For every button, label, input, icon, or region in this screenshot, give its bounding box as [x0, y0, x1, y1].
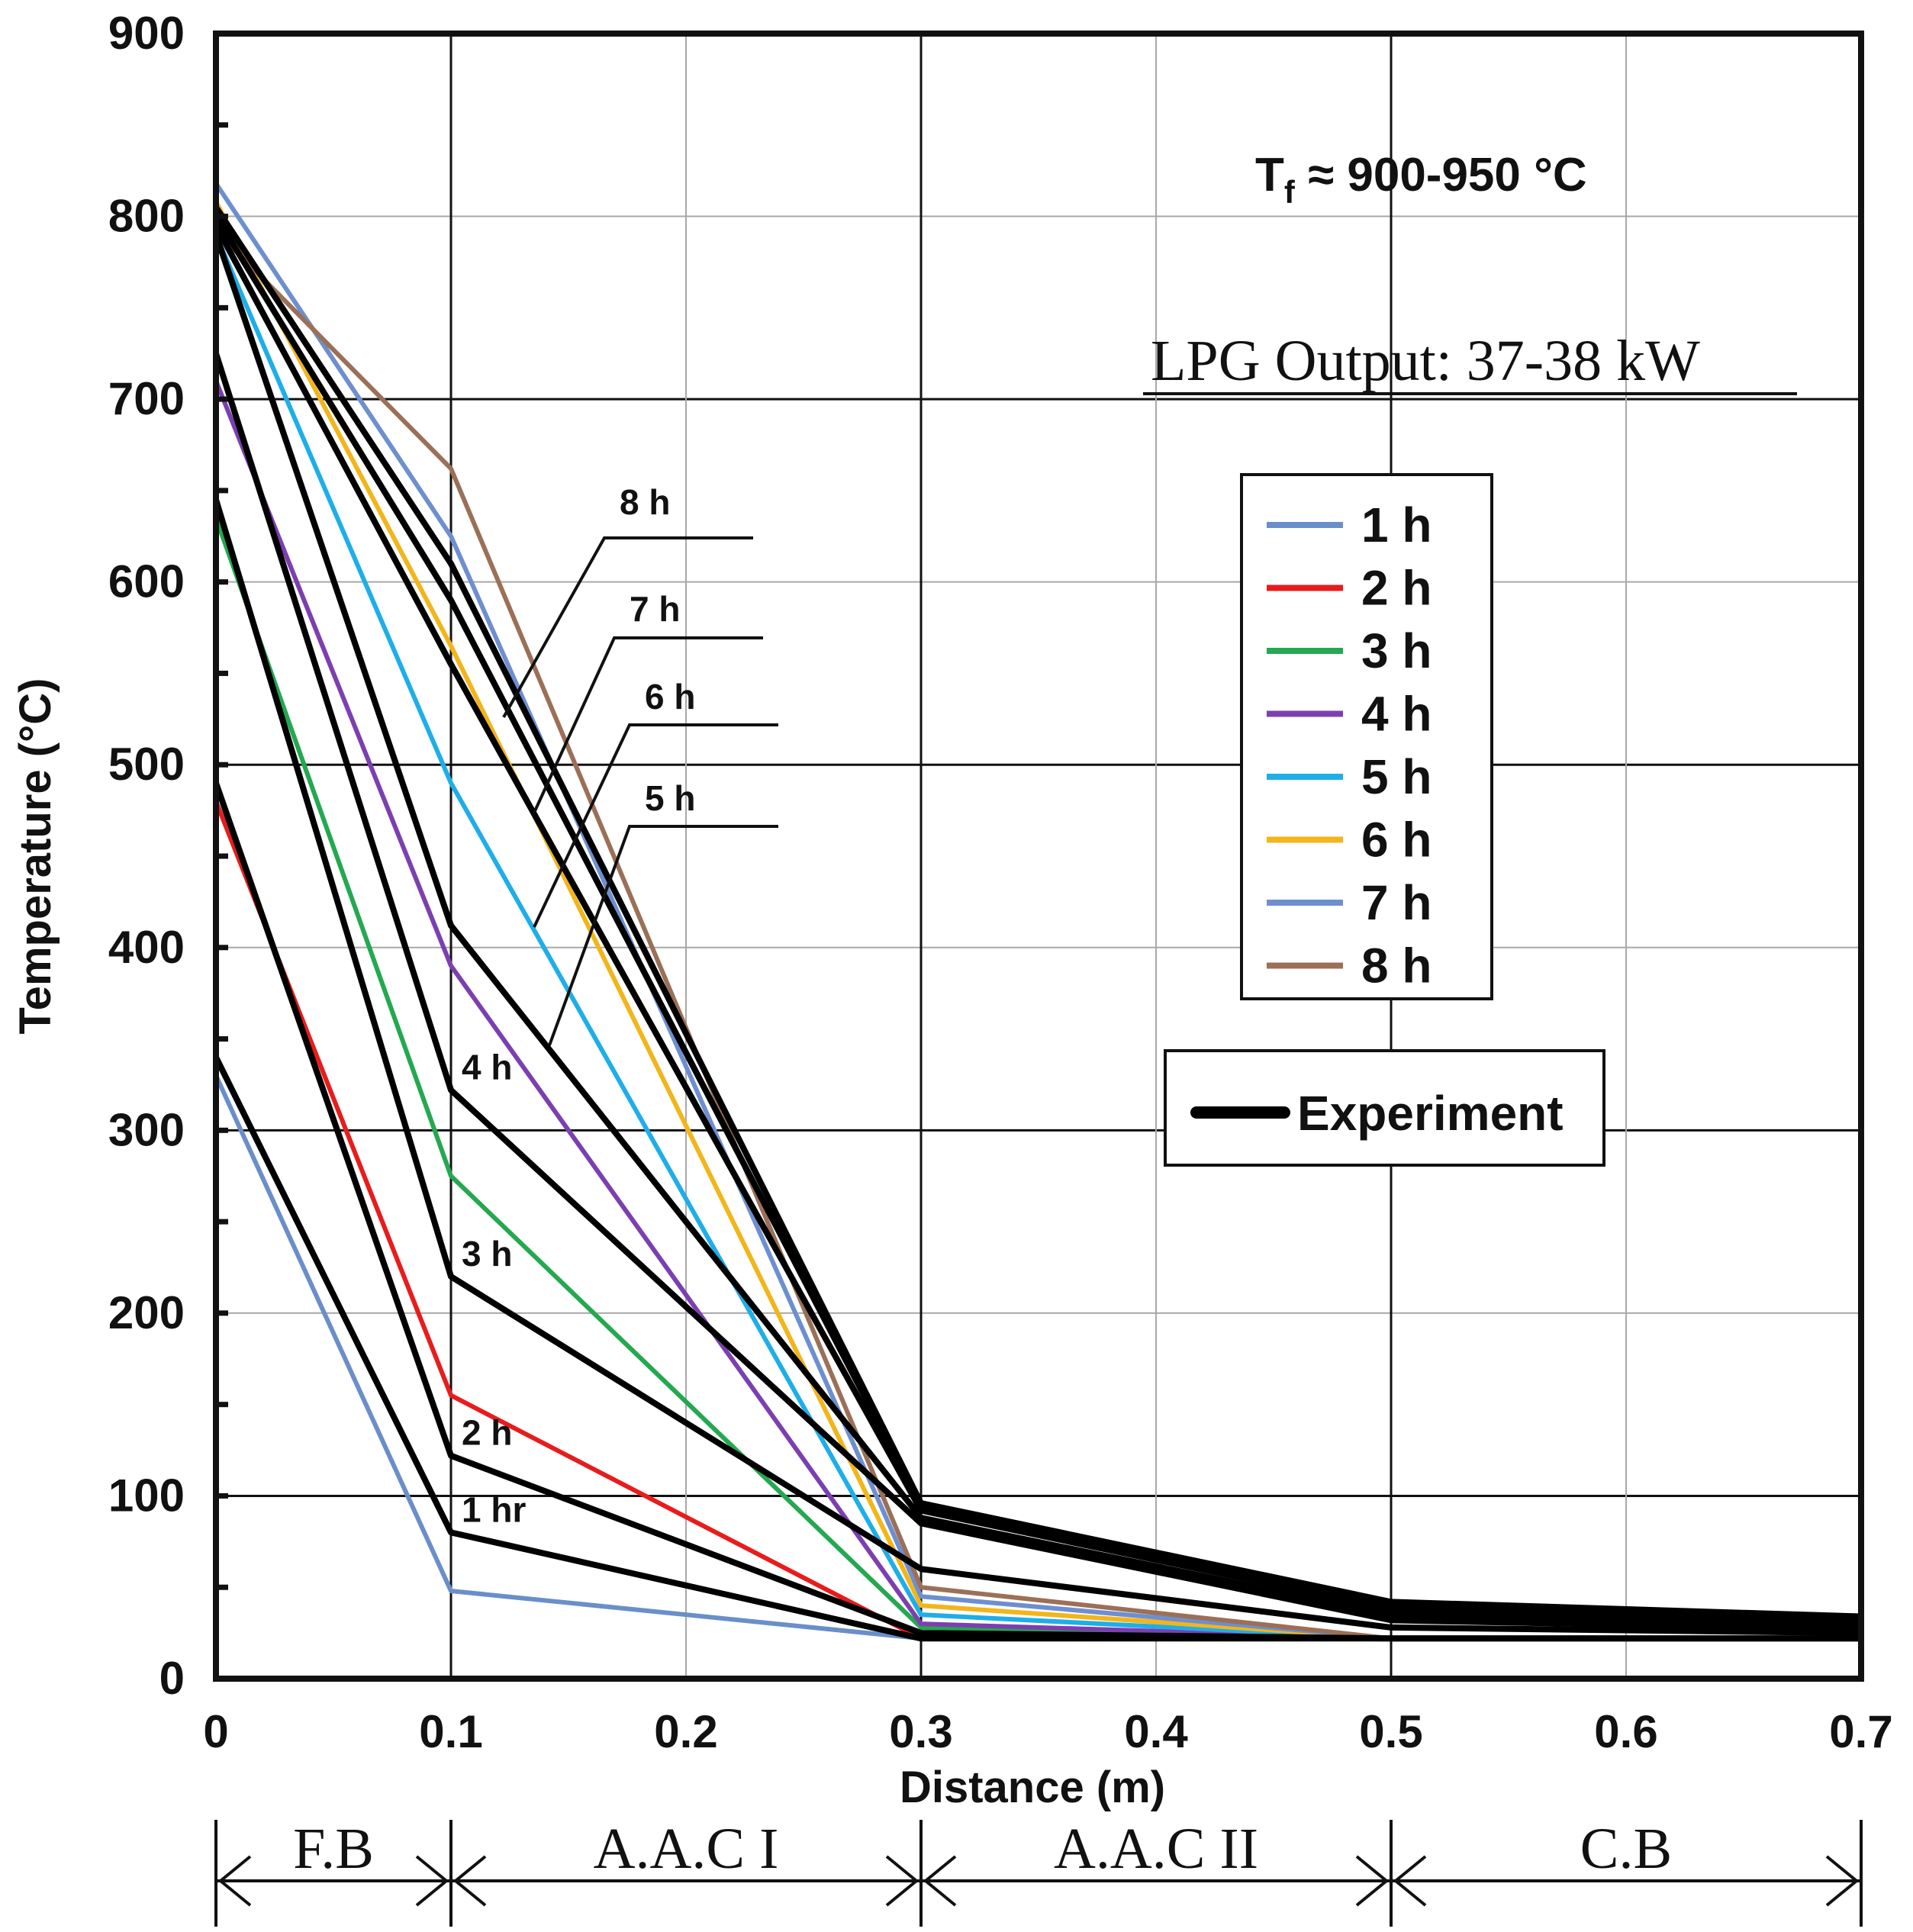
experiment-series — [213, 205, 1862, 1642]
experiment-label-3-h: 3 h — [462, 1234, 512, 1274]
material-zones: F.B A.A.C I A.A.C II C.B — [214, 1817, 1863, 1927]
experiment-leader-6-h — [533, 723, 778, 928]
experiment-line-5-h — [213, 233, 1862, 1631]
experiment-leader-7-h — [533, 636, 763, 813]
legend-box — [1240, 473, 1493, 1000]
experiment-line-7-h — [213, 214, 1862, 1624]
experiment-line-6-h — [213, 224, 1862, 1628]
zone-label-f-b: F.B — [293, 1817, 374, 1881]
zone-arrowhead-right — [885, 1855, 919, 1907]
experiment-line-2-h — [213, 781, 1861, 1642]
experiment-label-5-h: 5 h — [645, 778, 695, 818]
y-tick-label-0: 0 — [159, 1653, 185, 1704]
experiment-label-1-hr: 1 hr — [462, 1489, 526, 1529]
y-axis-label: Temperature (°C) — [11, 678, 60, 1035]
zone-label-c-b: C.B — [1580, 1817, 1672, 1881]
legend-label-8-h: 8 h — [1361, 939, 1432, 993]
lpg-output-annotation: LPG Output: 37-38 kW — [1151, 329, 1700, 393]
furnace-temp-rest: ≈ 900-950 °C — [1295, 149, 1587, 201]
y-tick-label-400: 400 — [108, 922, 185, 973]
furnace-temperature-annotation: Tf ≈ 900-950 °C — [1255, 149, 1587, 210]
experiment-label-2-h: 2 h — [462, 1413, 512, 1453]
legend-label-2-h: 2 h — [1361, 561, 1432, 616]
legend: 1 h 2 h 3 h 4 h 5 h 6 h 7 h 8 h — [1240, 473, 1493, 1000]
zone-arrowhead-left — [452, 1855, 487, 1907]
experiment-line-1-hr — [213, 1055, 1861, 1642]
furnace-temp-sub: f — [1284, 174, 1296, 210]
y-tick-label-700: 700 — [108, 373, 185, 424]
x-tick-label-0-7: 0.7 — [1829, 1706, 1892, 1757]
zone-arrowhead-left — [923, 1855, 957, 1907]
experiment-leader-5-h — [548, 825, 778, 1046]
legend-label-5-h: 5 h — [1361, 749, 1432, 804]
x-tick-label-0: 0 — [203, 1706, 228, 1757]
furnace-temp-main: T — [1255, 149, 1284, 201]
experiment-label-4-h: 4 h — [462, 1048, 512, 1087]
legend-label-4-h: 4 h — [1361, 687, 1432, 742]
experiment-label-8-h: 8 h — [620, 482, 670, 522]
zone-label-a-a-c-i: A.A.C I — [594, 1817, 779, 1881]
y-tick-label-300: 300 — [108, 1104, 185, 1155]
y-tick-label-200: 200 — [108, 1287, 185, 1338]
zone-arrowhead-right — [1825, 1855, 1860, 1907]
zone-arrowhead-left — [217, 1855, 252, 1907]
x-tick-label-0-2: 0.2 — [654, 1706, 717, 1757]
legend-label-6-h: 6 h — [1361, 813, 1432, 868]
x-axis-label: Distance (m) — [900, 1763, 1165, 1812]
y-tick-label-600: 600 — [108, 556, 185, 607]
x-tick-labels: 0 0.1 0.2 0.3 0.4 0.5 0.6 0.7 — [203, 1706, 1892, 1757]
experiment-line-3-h — [213, 498, 1862, 1637]
x-tick-label-0-1: 0.1 — [419, 1706, 482, 1757]
x-tick-label-0-6: 0.6 — [1594, 1706, 1657, 1757]
experiment-legend: Experiment — [1164, 1049, 1605, 1167]
experiment-line-8-h — [213, 205, 1862, 1620]
y-tick-label-800: 800 — [108, 191, 185, 242]
zone-arrowhead-right — [1355, 1855, 1390, 1907]
y-tick-label-500: 500 — [108, 739, 185, 790]
x-tick-label-0-5: 0.5 — [1359, 1706, 1422, 1757]
experiment-label-6-h: 6 h — [645, 677, 695, 716]
x-tick-label-0-3: 0.3 — [889, 1706, 952, 1757]
legend-label-1-h: 1 h — [1361, 497, 1432, 552]
experiment-line-4-h — [213, 353, 1862, 1633]
series-line-1-h — [214, 1074, 1861, 1641]
experiment-labels: 1 hr 2 h 3 h 4 h 5 h 6 h 7 h 8 h — [462, 482, 778, 1529]
zone-arrowhead-left — [1393, 1855, 1427, 1907]
zone-label-a-a-c-ii: A.A.C II — [1054, 1817, 1258, 1881]
y-tick-label-100: 100 — [108, 1470, 185, 1521]
y-tick-label-900: 900 — [108, 8, 185, 59]
y-minor-ticks — [216, 122, 228, 1590]
legend-items: 1 h 2 h 3 h 4 h 5 h 6 h 7 h 8 h — [1267, 497, 1432, 993]
y-tick-labels: 0 100 200 300 400 500 600 700 800 900 — [108, 8, 185, 1704]
experiment-label-7-h: 7 h — [630, 589, 680, 629]
legend-label-3-h: 3 h — [1361, 623, 1432, 678]
x-tick-label-0-4: 0.4 — [1124, 1706, 1188, 1757]
zone-arrowhead-right — [415, 1855, 449, 1907]
experiment-leader-8-h — [502, 536, 753, 718]
experiment-legend-label: Experiment — [1297, 1086, 1564, 1141]
legend-label-7-h: 7 h — [1361, 875, 1432, 930]
